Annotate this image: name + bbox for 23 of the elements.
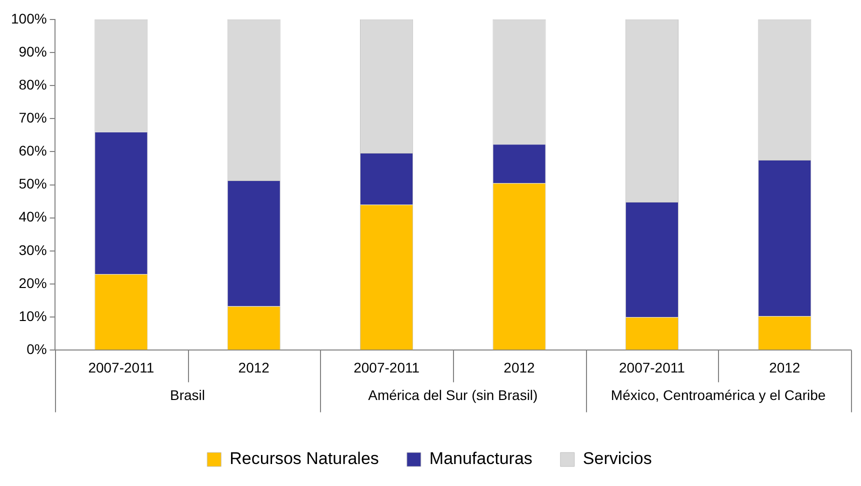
y-tick-label: 70% [18,110,47,126]
legend-label: Servicios [582,449,652,468]
text: México, Centroamérica y el Caribe [610,387,826,404]
x-tick-label: 2012 [238,359,270,376]
text: América del Sur (sin Brasil) [368,387,538,404]
legend-label: Recursos Naturales [230,449,379,468]
x-tick-label: 2012 [504,359,536,376]
y-tick-label: 10% [18,308,47,324]
x-tick-label: 2007-2011 [618,359,686,376]
x-tick-label: 2007-2011 [88,359,154,376]
y-tick-label: 100% [10,10,47,26]
y-tick-label: 40% [18,208,47,225]
x-tick-label: 2007-2011 [354,359,420,376]
y-tick-label: 60% [18,142,47,159]
y-tick-label: 50% [18,176,47,192]
x-tick-label: 2012 [769,359,800,376]
y-tick-label: 20% [18,274,47,291]
y-tick-label: 90% [18,43,47,60]
y-tick-label: 0% [26,341,47,358]
legend-label: Manufacturas [429,449,532,468]
y-tick-label: 80% [18,76,47,92]
text: Brasil [170,387,206,404]
y-tick-label: 30% [18,242,47,258]
